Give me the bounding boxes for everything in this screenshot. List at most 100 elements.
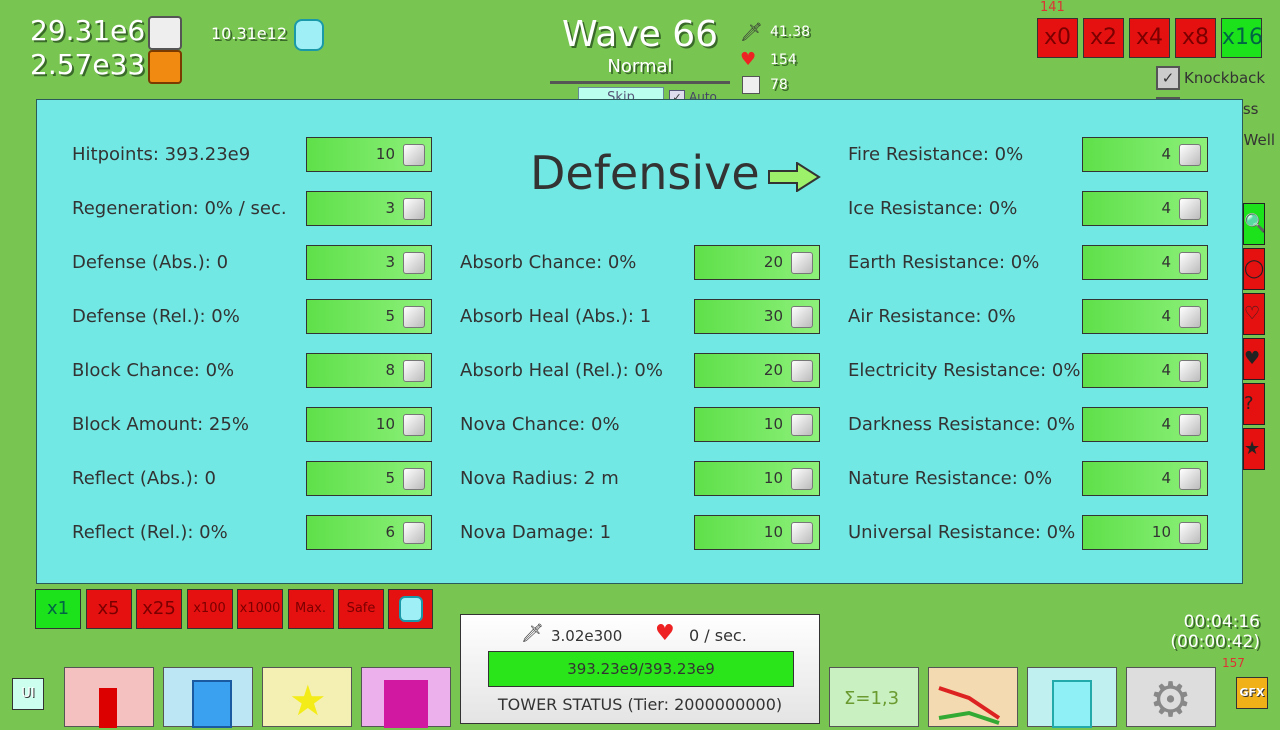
upgrade-cost: 3	[385, 199, 395, 217]
upgrade-cost: 4	[1161, 145, 1171, 163]
upgrade-cost: 30	[763, 307, 783, 325]
upgrade-button[interactable]: 10	[694, 461, 820, 496]
stat-label: Nova Radius: 2 m	[460, 468, 619, 489]
upgrade-cost: 10	[763, 523, 783, 541]
upgrade-button[interactable]: 10	[694, 515, 820, 550]
upgrade-button[interactable]: 10	[306, 407, 432, 442]
wave-timer: (00:00:42)	[1170, 632, 1260, 652]
upgrade-button[interactable]: 5	[306, 461, 432, 496]
panel-title: Defensive	[530, 146, 760, 200]
multiplier-button-x25[interactable]: x25	[136, 589, 182, 629]
stat-label: Absorb Heal (Abs.): 1	[460, 306, 652, 327]
speed-button-x4[interactable]: x4	[1129, 18, 1170, 58]
heart-icon: ♥	[740, 49, 757, 70]
upgrade-button[interactable]: 5	[306, 299, 432, 334]
upgrade-cost: 20	[763, 253, 783, 271]
tab-attack[interactable]	[64, 667, 154, 728]
tab-defense[interactable]	[163, 667, 253, 728]
next-page-arrow-icon[interactable]	[767, 161, 821, 193]
upgrade-button[interactable]: 4	[1082, 353, 1208, 388]
white-cube-icon	[403, 306, 425, 328]
upgrade-cost: 10	[763, 415, 783, 433]
multiplier-button-x1000[interactable]: x1000	[237, 589, 283, 629]
white-cube-icon	[791, 252, 813, 274]
tower-damage: 3.02e300	[551, 627, 623, 645]
stat-label: Nova Chance: 0%	[460, 414, 620, 435]
tab-crystals[interactable]	[1027, 667, 1117, 728]
tab-utility[interactable]: ★	[262, 667, 352, 727]
upgrade-button[interactable]: 4	[1082, 461, 1208, 496]
multiplier-button-Max.[interactable]: Max.	[287, 589, 334, 629]
stat-label: Electricity Resistance: 0%	[848, 360, 1081, 381]
orange-cube-count: 2.57e33	[30, 48, 146, 81]
speed-button-x16[interactable]: x16	[1221, 18, 1263, 58]
upgrade-cost: 10	[375, 145, 395, 163]
upgrade-button[interactable]: 10	[306, 137, 432, 172]
white-cube-icon	[403, 144, 425, 166]
speed-button-x2[interactable]: x2	[1083, 18, 1124, 58]
crystal-icon	[294, 19, 324, 51]
tab-stats[interactable]	[928, 667, 1018, 727]
upgrade-cost: 4	[1161, 361, 1171, 379]
upgrade-cost: 4	[1161, 307, 1171, 325]
gear-icon: ⚙	[1149, 672, 1193, 728]
multiplier-button-x5[interactable]: x5	[85, 589, 132, 629]
upgrade-button[interactable]: 10	[694, 407, 820, 442]
help-icon[interactable]: ?	[1243, 383, 1265, 425]
upgrade-button[interactable]: 4	[1082, 407, 1208, 442]
enemy-count-icon	[742, 76, 760, 94]
multiplier-button-Safe[interactable]: Safe	[338, 589, 384, 629]
tower-status-label: TOWER STATUS (Tier: 2000000000)	[497, 695, 783, 714]
speed-button-x0[interactable]: x0	[1037, 18, 1078, 58]
upgrade-button[interactable]: 8	[306, 353, 432, 388]
crystal-buy-button[interactable]	[388, 589, 433, 629]
upgrade-cost: 10	[375, 415, 395, 433]
upgrade-button[interactable]: 6	[306, 515, 432, 550]
stat-label: Air Resistance: 0%	[848, 306, 1016, 327]
tab-formula[interactable]: Σ=1,3	[829, 667, 919, 727]
upgrade-button[interactable]: 3	[306, 245, 432, 280]
shield-icon	[192, 680, 232, 728]
upgrade-button[interactable]: 20	[694, 353, 820, 388]
white-cube-icon	[791, 414, 813, 436]
heart-icon: ♥	[655, 621, 675, 646]
gem-icon	[384, 680, 428, 728]
stat-label: Darkness Resistance: 0%	[848, 414, 1076, 435]
heart-plus-icon[interactable]: ♡	[1243, 293, 1265, 335]
white-cube-icon	[791, 360, 813, 382]
crystal-count: 10.31e12	[211, 24, 288, 43]
tower-hp-text: 393.23e9/393.23e9	[567, 660, 715, 678]
upgrade-cost: 4	[1161, 199, 1171, 217]
star-icon[interactable]: ★	[1243, 428, 1265, 470]
white-cube-icon	[1179, 306, 1201, 328]
heart-minus-icon[interactable]: ♥	[1243, 338, 1265, 380]
multiplier-button-x100[interactable]: x100	[186, 589, 233, 629]
upgrade-button[interactable]: 10	[1082, 515, 1208, 550]
gfx-button[interactable]: GFX	[1236, 677, 1268, 709]
speed-button-x8[interactable]: x8	[1175, 18, 1216, 58]
upgrade-button[interactable]: 4	[1082, 137, 1208, 172]
upgrade-button[interactable]: 30	[694, 299, 820, 334]
stat-label: Universal Resistance: 0%	[848, 522, 1076, 543]
stat-label: Nova Damage: 1	[460, 522, 612, 543]
tower-status-panel: 🗡 3.02e300 ♥ 0 / sec. 393.23e9/393.23e9 …	[460, 614, 820, 724]
upgrade-button[interactable]: 4	[1082, 191, 1208, 226]
stat-label: Block Amount: 25%	[72, 414, 249, 435]
zoom-in-icon[interactable]: 🔍	[1243, 203, 1265, 245]
upgrade-button[interactable]: 4	[1082, 245, 1208, 280]
upgrade-button[interactable]: 20	[694, 245, 820, 280]
ui-toggle-button[interactable]: UI	[12, 678, 44, 710]
formula-icon: Σ=1,3	[844, 688, 900, 709]
tab-settings[interactable]: ⚙	[1126, 667, 1216, 728]
upgrade-cost: 4	[1161, 253, 1171, 271]
option-checkbox[interactable]: ✓	[1156, 66, 1180, 90]
sword-icon: 🗡	[740, 22, 763, 43]
range-icon[interactable]: ◯	[1243, 248, 1265, 290]
upgrade-button[interactable]: 4	[1082, 299, 1208, 334]
tab-cards[interactable]	[361, 667, 451, 728]
upgrade-cost: 3	[385, 253, 395, 271]
upgrade-button[interactable]: 3	[306, 191, 432, 226]
white-cube-icon	[1179, 252, 1201, 274]
multiplier-button-x1[interactable]: x1	[35, 589, 81, 629]
option-0[interactable]: ✓ Knockback	[1156, 66, 1265, 90]
